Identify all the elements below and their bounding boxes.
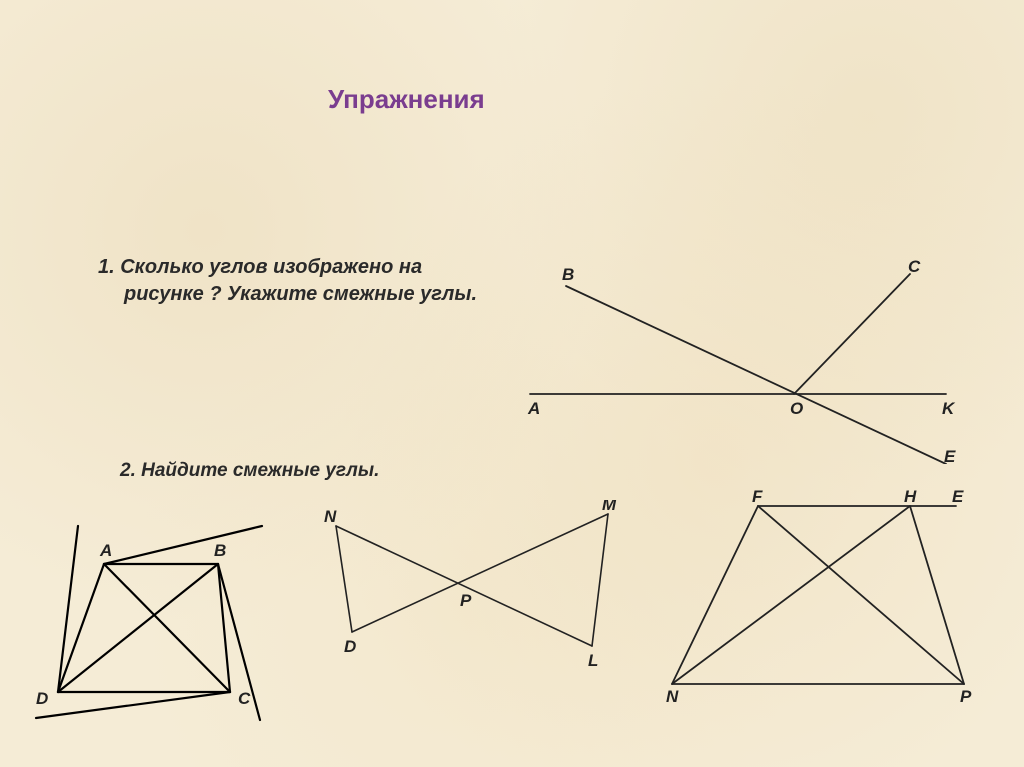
page-title: Упражнения bbox=[328, 84, 485, 115]
point-label: M bbox=[602, 500, 617, 514]
point-label: P bbox=[960, 687, 972, 705]
diagram-line bbox=[672, 506, 758, 684]
point-label: C bbox=[238, 689, 251, 708]
point-label: B bbox=[214, 541, 226, 560]
point-label: O bbox=[790, 399, 803, 418]
point-label: E bbox=[952, 490, 964, 506]
point-label: A bbox=[99, 541, 112, 560]
point-label: B bbox=[562, 265, 574, 284]
diagram-line bbox=[910, 506, 964, 684]
diagram-line bbox=[758, 506, 964, 684]
diagram-line bbox=[36, 692, 230, 718]
diagram-line bbox=[352, 514, 608, 632]
question-1-line2: рисунке ? Укажите смежные углы. bbox=[98, 283, 477, 305]
point-label: L bbox=[588, 651, 598, 670]
diagram-trapezoid: F H E N P bbox=[658, 490, 998, 705]
point-label: F bbox=[752, 490, 763, 506]
point-label: N bbox=[324, 507, 337, 526]
question-1: 1. Сколько углов изображено на рисунке ?… bbox=[98, 254, 477, 308]
diagram-quad: A B C D bbox=[26, 506, 282, 724]
diagram-rays: A O K B C E bbox=[510, 254, 990, 464]
question-2: 2. Найдите смежные углы. bbox=[120, 460, 379, 482]
point-label: H bbox=[904, 490, 917, 506]
point-label: D bbox=[344, 637, 356, 656]
diagram-line bbox=[592, 514, 608, 646]
diagram-line bbox=[336, 526, 352, 632]
diagram-line bbox=[336, 526, 592, 646]
diagram-line bbox=[794, 274, 910, 394]
diagram-line bbox=[104, 564, 230, 692]
diagram-bowtie: N D M L P bbox=[300, 500, 640, 700]
diagram-line bbox=[104, 526, 262, 564]
diagram-line bbox=[672, 506, 910, 684]
point-label: N bbox=[666, 687, 679, 705]
point-label: A bbox=[527, 399, 540, 418]
diagram-line bbox=[566, 286, 946, 464]
point-label: C bbox=[908, 257, 921, 276]
point-label: K bbox=[942, 399, 956, 418]
point-label: P bbox=[460, 591, 472, 610]
point-label: E bbox=[944, 447, 956, 464]
question-1-line1: 1. Сколько углов изображено на bbox=[98, 256, 422, 278]
point-label: D bbox=[36, 689, 48, 708]
